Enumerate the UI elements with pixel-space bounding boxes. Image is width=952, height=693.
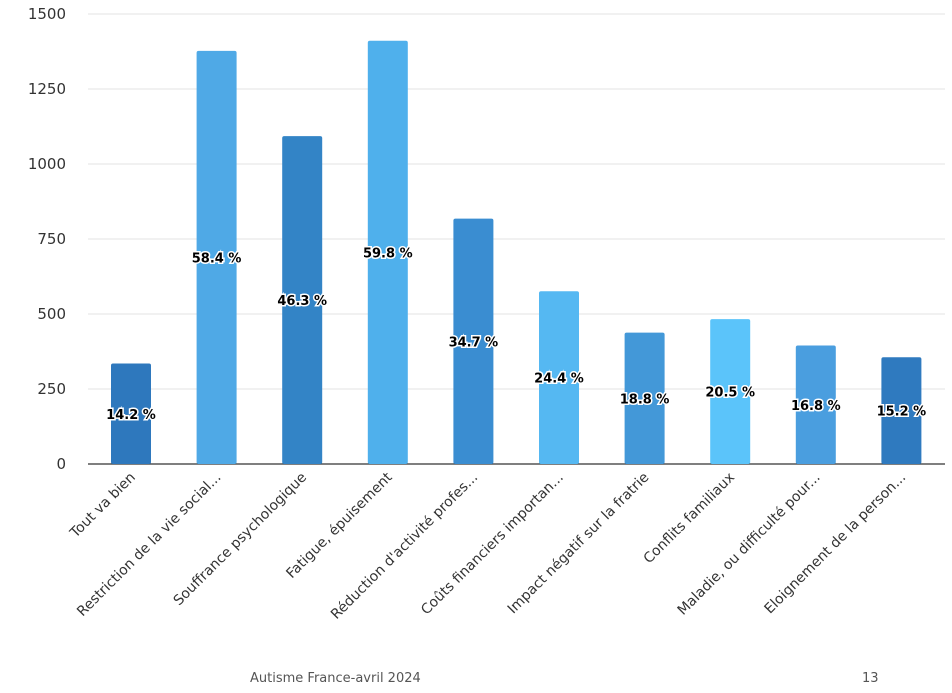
data-label: 16.8 % (791, 399, 841, 414)
y-tick-label: 1500 (28, 5, 66, 23)
data-label: 18.8 % (620, 392, 670, 407)
x-tick-label: Coûts financiers importan... (418, 470, 567, 619)
data-label: 20.5 % (705, 386, 755, 401)
bar (795, 345, 836, 464)
x-tick-label: Impact négatif sur la fratrie (505, 470, 653, 618)
bar (196, 50, 237, 465)
y-tick-label: 250 (37, 380, 66, 398)
bar (539, 291, 579, 464)
bar (282, 136, 323, 464)
bar (111, 363, 151, 464)
data-label: 59.8 % (363, 246, 413, 261)
footer-source: Autisme France-avril 2024 (250, 671, 421, 686)
bar (881, 357, 922, 464)
x-tick-label: Restriction de la vie social... (74, 470, 224, 620)
y-tick-label: 1000 (28, 155, 66, 173)
y-tick-label: 500 (37, 305, 66, 323)
bar (367, 40, 408, 464)
data-label: 58.4 % (192, 251, 242, 266)
x-tick-label: Conflits familiaux (641, 470, 738, 567)
x-tick-label: Eloignement de la person... (762, 470, 910, 618)
y-tick-label: 0 (56, 455, 66, 473)
page-number: 13 (862, 671, 879, 686)
x-tick-label: Tout va bien (67, 470, 139, 542)
data-label: 46.3 % (277, 294, 327, 309)
x-tick-label: Réduction d'activité profes... (328, 470, 481, 623)
x-tick-label: Maladie, ou difficulté pour... (675, 470, 824, 619)
data-label: 24.4 % (534, 372, 584, 387)
data-label: 14.2 % (106, 408, 156, 423)
bar (453, 218, 494, 464)
bar (710, 319, 751, 464)
y-tick-label: 750 (37, 230, 66, 248)
data-label: 34.7 % (449, 335, 499, 350)
bar (624, 332, 665, 464)
data-label: 15.2 % (877, 405, 927, 420)
y-tick-label: 1250 (28, 80, 66, 98)
